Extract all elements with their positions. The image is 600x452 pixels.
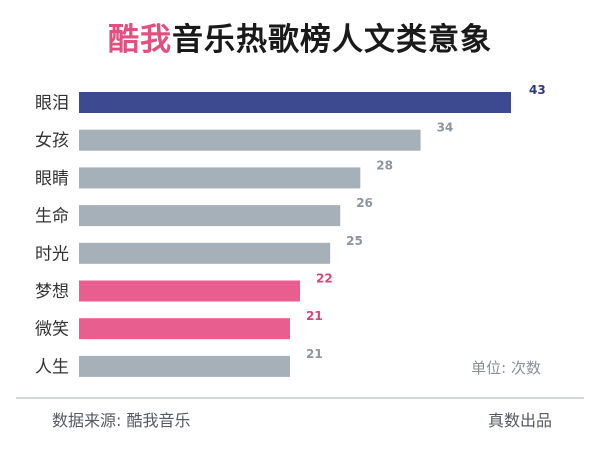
bar <box>79 242 331 264</box>
category-label: 生命 <box>35 207 69 227</box>
bar <box>79 318 290 340</box>
value-label: 43 <box>529 83 546 97</box>
value-label: 28 <box>376 158 393 172</box>
category-label: 女孩 <box>35 131 69 151</box>
bar <box>79 280 301 302</box>
category-label: 梦想 <box>35 282 69 302</box>
value-label: 21 <box>306 347 323 361</box>
chart-title-brand: 酷我 <box>108 22 172 58</box>
chart-title: 酷我音乐热歌榜人文类意象 <box>0 20 600 60</box>
category-label: 时光 <box>35 244 69 264</box>
credit-text: 真数出品 <box>487 411 552 430</box>
value-label: 26 <box>356 196 373 210</box>
bar <box>79 167 361 189</box>
chart-title-rest: 音乐热歌榜人文类意象 <box>172 22 492 58</box>
category-label: 人生 <box>35 357 69 377</box>
bar <box>79 92 511 113</box>
unit-note: 单位: 次数 <box>471 359 541 377</box>
value-label: 21 <box>306 309 323 323</box>
value-label: 22 <box>316 272 333 286</box>
data-source-text: 数据来源: 酷我音乐 <box>52 411 191 430</box>
category-label: 眼泪 <box>35 94 69 114</box>
footer-divider <box>16 397 584 399</box>
bar <box>79 205 341 227</box>
value-label: 25 <box>346 234 363 248</box>
category-label: 微笑 <box>35 320 69 340</box>
bar <box>79 355 290 377</box>
category-label: 眼睛 <box>35 169 69 189</box>
value-label: 34 <box>437 121 454 135</box>
bar-chart: 眼泪 43 女孩 34 眼睛 28 生命 26 时光 25 梦想 22 微笑 21 人生 21 单位: 次数 <box>35 83 546 377</box>
bar <box>79 129 421 151</box>
